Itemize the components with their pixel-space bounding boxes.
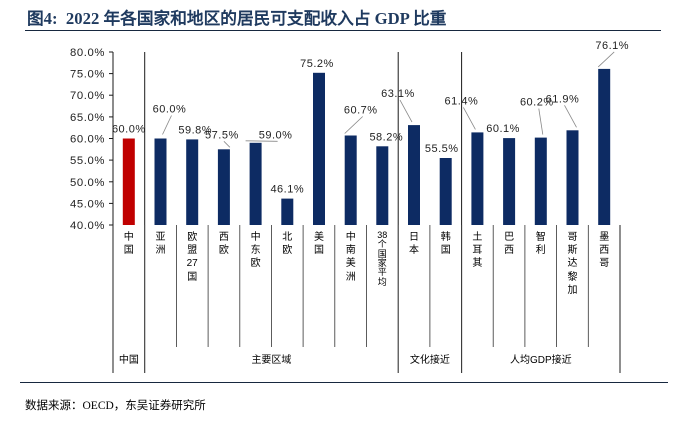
svg-text:50.0%: 50.0% [70, 177, 105, 189]
svg-text:76.1%: 76.1% [595, 40, 629, 52]
svg-text:40.0%: 40.0% [70, 220, 105, 232]
svg-text:57.5%: 57.5% [205, 129, 239, 141]
svg-text:65.0%: 65.0% [70, 112, 105, 124]
svg-text:58.2%: 58.2% [369, 131, 403, 143]
svg-text:60.1%: 60.1% [486, 123, 520, 135]
svg-text:60.0%: 60.0% [112, 124, 146, 136]
svg-text:45.0%: 45.0% [70, 198, 105, 210]
svg-text:60.0%: 60.0% [70, 134, 105, 146]
svg-text:63.1%: 63.1% [381, 88, 415, 100]
svg-text:55.5%: 55.5% [425, 143, 459, 155]
svg-text:75.2%: 75.2% [300, 58, 334, 70]
svg-text:60.0%: 60.0% [153, 104, 187, 116]
svg-text:55.0%: 55.0% [70, 155, 105, 167]
svg-text:75.0%: 75.0% [70, 69, 105, 81]
svg-text:70.0%: 70.0% [70, 90, 105, 102]
svg-text:80.0%: 80.0% [70, 47, 105, 59]
svg-text:59.0%: 59.0% [259, 129, 293, 141]
svg-text:61.4%: 61.4% [445, 95, 479, 107]
svg-text:61.9%: 61.9% [546, 93, 580, 105]
svg-text:46.1%: 46.1% [270, 184, 304, 196]
svg-text:60.7%: 60.7% [344, 105, 378, 117]
